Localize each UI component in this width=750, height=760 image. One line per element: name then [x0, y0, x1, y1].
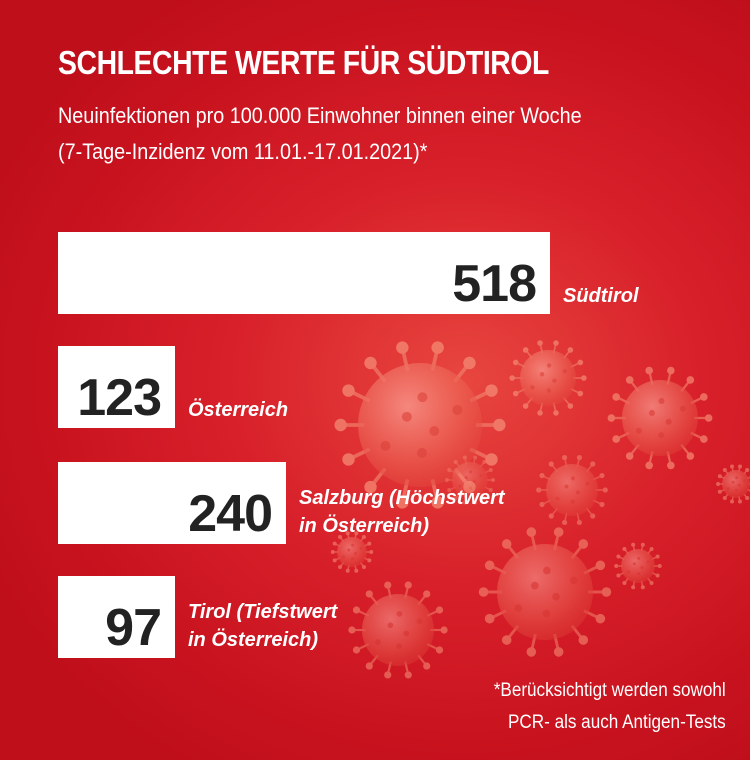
bar: 97: [58, 576, 175, 658]
bar: 240: [58, 462, 286, 544]
virus-icon: [348, 581, 448, 679]
footnote: *Berücksichtigt werden sowohl PCR- als a…: [494, 675, 726, 739]
bar-value-label: 97: [105, 599, 162, 657]
bar-category-label-line: Österreich: [188, 399, 289, 421]
subtitle-line-1: Neuinfektionen pro 100.000 Einwohner bin…: [58, 103, 582, 128]
bar-category-label: Salzburg (Höchstwert in Österreich): [299, 484, 505, 540]
chart-title: SCHLECHTE WERTE FÜR SÜDTIROL: [58, 44, 549, 81]
bar: 518: [58, 232, 550, 314]
bar-category-label-line: in Österreich): [188, 629, 319, 651]
bar-category-label-line: Salzburg (Höchstwert: [299, 487, 505, 509]
virus-icon: [509, 340, 587, 416]
footnote-line-2: PCR- als auch Antigen-Tests: [508, 712, 726, 733]
virus-icon: [536, 454, 608, 526]
bar-value-label: 123: [77, 369, 162, 427]
bar-value-label: 518: [452, 255, 537, 313]
virus-icon: [716, 464, 750, 504]
bar-category-label-line: Tirol (Tiefstwert: [188, 601, 338, 623]
footnote-line-1: *Berücksichtigt werden sowohl: [494, 680, 726, 701]
chart-subtitle: Neuinfektionen pro 100.000 Einwohner bin…: [58, 98, 582, 170]
bar-category-label: Österreich: [188, 396, 288, 424]
virus-icon: [607, 366, 713, 470]
bar: 123: [58, 346, 175, 428]
bar-category-label-line: Südtirol: [563, 285, 639, 307]
virus-icon: [614, 542, 662, 590]
bar-category-label: Tirol (Tiefstwert in Österreich): [188, 598, 337, 654]
virus-icon: [478, 527, 612, 657]
bar-category-label: Südtirol: [563, 282, 639, 310]
subtitle-line-2: (7-Tage-Inzidenz vom 11.01.-17.01.2021)*: [58, 139, 428, 164]
bar-value-label: 240: [188, 485, 273, 543]
bar-category-label-line: in Österreich): [299, 515, 430, 537]
